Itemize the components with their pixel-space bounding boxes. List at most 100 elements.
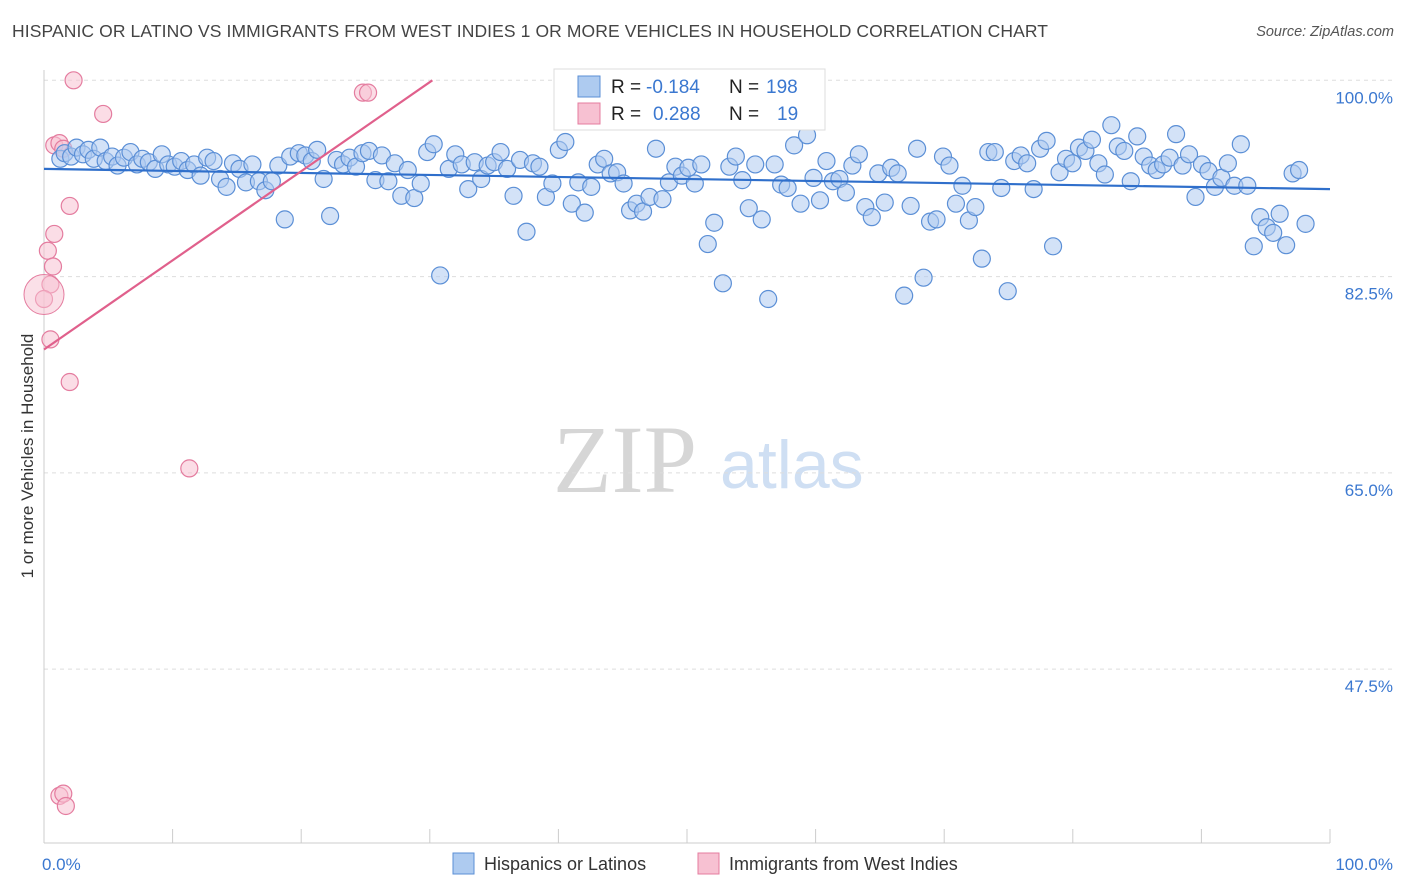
hispanic-point-52 (379, 172, 398, 191)
trend-line-hispanics (43, 167, 1331, 191)
correlation-legend: R = -0.184 N = 198 R = 0.288 N = 19 (553, 68, 826, 131)
series-legend: Hispanics or Latinos Immigrants from Wes… (452, 852, 958, 875)
hispanic-point-139 (946, 194, 966, 213)
hispanic-point-88 (614, 174, 633, 193)
hispanic-point-153 (1037, 131, 1056, 150)
hispanic-point-57 (411, 174, 430, 193)
x-tick-label-1: 100.0% (1335, 855, 1393, 874)
hispanic-point-166 (1121, 172, 1140, 191)
legend-pink-n-label: N = (729, 104, 759, 125)
hispanic-point-189 (1270, 204, 1289, 223)
hispanic-point-128 (875, 193, 894, 212)
hispanic-point-79 (556, 132, 575, 152)
hispanic-point-59 (424, 135, 443, 154)
hispanic-point-130 (888, 164, 907, 183)
hispanic-point-143 (972, 249, 991, 268)
watermark-zip: ZIP (553, 406, 697, 513)
hispanic-point-154 (1043, 237, 1063, 256)
hispanic-point-23 (191, 166, 210, 185)
x-axis-ticks (43, 829, 1331, 843)
hispanic-point-94 (653, 190, 672, 209)
legend-pink-swatch (577, 102, 601, 125)
legend-pink-r-value: 0.288 (653, 104, 701, 125)
hispanic-point-138 (940, 156, 959, 175)
west-indies-point-14 (60, 372, 79, 392)
legend-west-indies-label[interactable]: Immigrants from West Indies (729, 854, 958, 874)
chart-title: HISPANIC OR LATINO VS IMMIGRANTS FROM WE… (12, 21, 1049, 41)
west-indies-point-9 (38, 241, 57, 260)
legend-west-indies-swatch[interactable] (697, 852, 720, 875)
hispanic-point-70 (497, 159, 517, 179)
hispanic-point-100 (692, 155, 711, 174)
hispanic-point-132 (901, 196, 920, 216)
hispanic-point-193 (1296, 214, 1315, 233)
hispanic-point-147 (998, 282, 1017, 301)
legend-blue-n-value: 198 (766, 77, 798, 98)
hispanic-point-69 (491, 142, 510, 162)
legend-blue-r-label: R = (611, 77, 641, 98)
hispanic-point-136 (927, 210, 946, 229)
hispanic-point-188 (1264, 223, 1283, 242)
hispanic-point-192 (1289, 160, 1309, 180)
legend-hispanics-label[interactable]: Hispanics or Latinos (484, 854, 646, 874)
legend-blue-r-value: -0.184 (646, 77, 700, 98)
legend-blue-n-label: N = (729, 77, 759, 98)
hispanic-point-140 (953, 176, 972, 195)
series-blue-points (51, 116, 1315, 309)
hispanic-point-176 (1186, 187, 1205, 207)
hispanic-point-126 (862, 208, 881, 227)
hispanic-point-185 (1244, 237, 1263, 256)
hispanic-point-133 (908, 139, 927, 158)
hispanic-point-167 (1128, 127, 1147, 146)
hispanic-point-75 (530, 157, 549, 176)
legend-pink-r-label: R = (611, 104, 641, 125)
hispanic-point-111 (765, 155, 784, 174)
hispanic-point-80 (562, 194, 581, 213)
y-axis-tick-labels: 100.0% 82.5% 65.0% 47.5% (1335, 88, 1393, 696)
watermark-atlas: atlas (720, 427, 864, 503)
hispanic-point-183 (1231, 135, 1250, 154)
hispanic-point-151 (1024, 179, 1043, 199)
hispanic-point-102 (705, 213, 724, 232)
hispanic-point-190 (1277, 236, 1296, 255)
hispanic-point-71 (504, 186, 523, 205)
legend-hispanics-swatch[interactable] (452, 852, 475, 875)
west-indies-point-large (23, 274, 65, 316)
hispanic-point-99 (685, 174, 704, 193)
hispanic-point-175 (1179, 145, 1199, 164)
west-indies-point-1 (94, 104, 113, 124)
hispanic-point-77 (543, 174, 562, 193)
hispanic-point-36 (275, 210, 294, 229)
trend-line-west-indies (43, 79, 433, 351)
hispanic-point-103 (713, 274, 732, 293)
hispanic-point-184 (1238, 176, 1257, 195)
hispanic-point-146 (992, 178, 1011, 198)
hispanic-point-82 (575, 203, 594, 222)
y-tick-label-2: 65.0% (1345, 481, 1393, 500)
hispanic-point-124 (849, 145, 868, 164)
hispanic-point-107 (739, 199, 758, 218)
hispanic-point-150 (1018, 154, 1037, 173)
west-indies-point-15 (180, 459, 199, 478)
west-indies-point-8 (45, 224, 64, 244)
hispanic-point-55 (398, 160, 417, 180)
hispanic-point-109 (752, 210, 771, 229)
hispanic-point-27 (217, 177, 236, 196)
hispanic-point-105 (726, 147, 745, 166)
y-axis-label: 1 or more Vehicles in Household (18, 334, 37, 579)
hispanic-point-43 (321, 206, 340, 226)
hispanic-point-173 (1166, 125, 1186, 144)
hispanic-point-31 (243, 155, 262, 174)
hispanic-point-122 (836, 183, 855, 202)
hispanic-point-73 (517, 222, 536, 241)
hispanic-point-181 (1218, 154, 1237, 173)
hispanic-point-142 (966, 197, 985, 217)
hispanic-point-83 (582, 177, 601, 196)
hispanic-point-134 (914, 268, 933, 287)
hispanic-point-113 (778, 178, 797, 198)
hispanic-point-165 (1115, 141, 1134, 161)
y-tick-label-0: 100.0% (1335, 88, 1393, 107)
hispanic-point-114 (784, 136, 804, 155)
hispanic-point-25 (204, 151, 223, 171)
